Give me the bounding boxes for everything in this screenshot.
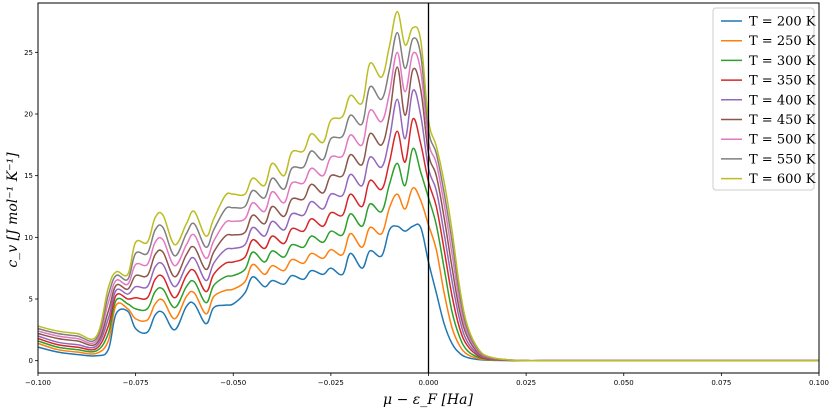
y-tick-label: 15 bbox=[24, 172, 33, 180]
series-line-3 bbox=[37, 147, 819, 362]
legend-label: T = 300 K bbox=[749, 54, 816, 69]
series-line-9 bbox=[37, 10, 819, 362]
x-tick-label: 0.025 bbox=[516, 379, 536, 387]
series-line-4 bbox=[37, 117, 819, 362]
legend-label: T = 500 K bbox=[749, 133, 816, 148]
x-tick-label: 0.050 bbox=[614, 379, 634, 387]
legend-label: T = 250 K bbox=[749, 34, 816, 49]
x-tick-label: −0.075 bbox=[123, 379, 149, 387]
series-line-1 bbox=[37, 223, 819, 362]
legend-label: T = 400 K bbox=[749, 93, 816, 108]
y-axis-ticks: 0 5 10 15 20 25 bbox=[24, 49, 38, 365]
y-tick-label: 20 bbox=[24, 111, 33, 119]
y-tick-label: 10 bbox=[24, 234, 33, 242]
series-line-6 bbox=[37, 66, 819, 362]
series-line-8 bbox=[37, 31, 819, 362]
series-line-2 bbox=[37, 187, 819, 362]
x-tick-label: 0.000 bbox=[418, 379, 438, 387]
legend-label: T = 600 K bbox=[749, 172, 816, 187]
x-tick-label: 0.075 bbox=[711, 379, 731, 387]
legend-box bbox=[712, 7, 815, 191]
series-layer bbox=[37, 10, 819, 362]
y-tick-label: 5 bbox=[29, 296, 33, 304]
y-axis-label: c_v [J mol⁻¹ K⁻¹] bbox=[5, 152, 21, 268]
legend-label: T = 350 K bbox=[749, 74, 816, 89]
x-tick-label: 0.100 bbox=[809, 379, 829, 387]
legend-label: T = 450 K bbox=[749, 113, 816, 128]
x-tick-label: −0.025 bbox=[318, 379, 344, 387]
legend-label: T = 200 K bbox=[749, 15, 816, 30]
x-tick-label: −0.100 bbox=[25, 379, 51, 387]
legend-label: T = 550 K bbox=[749, 152, 816, 167]
series-line-5 bbox=[37, 89, 819, 362]
legend: T = 200 K T = 250 K T = 300 K T = 350 K T = … bbox=[712, 7, 816, 191]
x-axis-ticks: −0.100 −0.075 −0.050 −0.025 0.000 0.025 0.050 0… bbox=[25, 373, 829, 387]
x-tick-label: −0.050 bbox=[220, 379, 246, 387]
y-tick-label: 0 bbox=[29, 357, 33, 365]
series-line-7 bbox=[37, 51, 819, 362]
x-axis-label: μ − ε_F [Ha] bbox=[383, 392, 473, 408]
y-tick-label: 25 bbox=[24, 49, 33, 57]
